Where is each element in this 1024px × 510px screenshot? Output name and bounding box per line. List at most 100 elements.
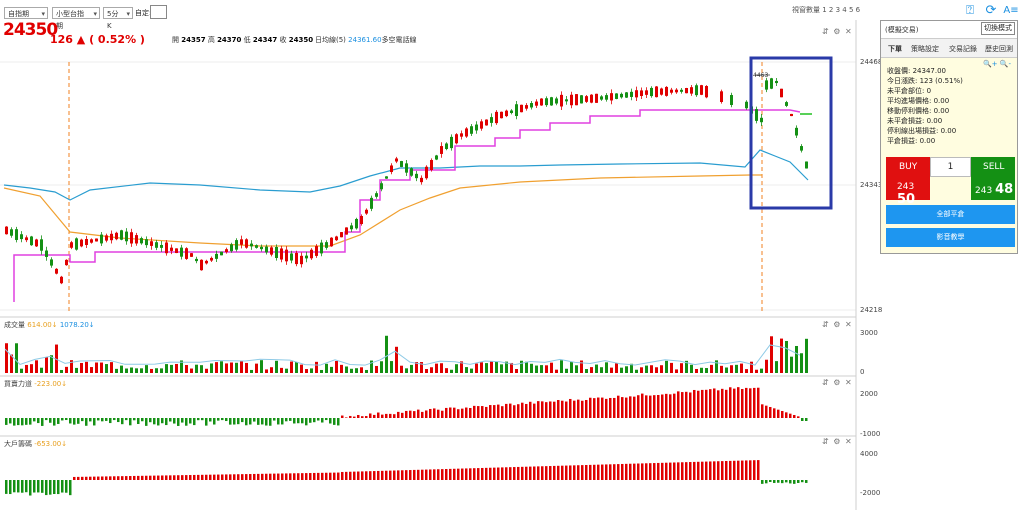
big-player-bar: [417, 469, 420, 480]
big-player-bar: [349, 471, 352, 480]
big-player-bar: [625, 463, 628, 480]
contract-select[interactable]: 自指期: [4, 7, 48, 20]
volume-bar: [420, 362, 423, 373]
big-player-bar: [5, 480, 8, 494]
custom-input[interactable]: [150, 5, 167, 19]
big-player-bar: [173, 475, 176, 480]
power-bar: [761, 404, 764, 418]
sell-price: 243 48: [975, 182, 1013, 197]
candle-body: [620, 93, 623, 98]
power-panel-controls[interactable]: ⇵ ⚙ ✕: [822, 378, 853, 387]
refresh-icon[interactable]: ⟳: [985, 3, 997, 18]
big-player-bar: [185, 475, 188, 480]
volume-bar: [465, 367, 468, 373]
big-player-bar: [725, 461, 728, 480]
power-bar: [137, 418, 140, 425]
candle-body: [550, 97, 553, 106]
big-player-bar: [485, 467, 488, 480]
chart-area[interactable]: 4463: [0, 20, 878, 510]
quantity-input[interactable]: 1: [930, 157, 971, 177]
main-panel-controls[interactable]: ⇵ ⚙ ✕: [822, 27, 853, 36]
volume-bar: [440, 363, 443, 373]
video-tutorial-button[interactable]: 影音教學: [886, 228, 1015, 247]
power-bar: [337, 418, 340, 426]
volume-panel-controls[interactable]: ⇵ ⚙ ✕: [822, 320, 853, 329]
candle-body: [355, 218, 358, 229]
switch-mode-button[interactable]: 切換模式: [981, 22, 1015, 35]
volume-bar: [10, 354, 13, 373]
big-panel-controls[interactable]: ⇵ ⚙ ✕: [822, 437, 853, 446]
volume-bar: [500, 364, 503, 373]
big-player-bar: [517, 466, 520, 480]
candle-body: [235, 240, 238, 250]
big-player-bar: [65, 480, 68, 493]
power-bar: [797, 416, 800, 418]
big-player-bar: [545, 466, 548, 480]
big-player-bar: [289, 473, 292, 480]
candle-body: [720, 91, 723, 103]
big-player-bar: [481, 467, 484, 480]
candle-body: [615, 93, 618, 99]
volume-bar: [225, 363, 228, 373]
power-bar: [705, 389, 708, 418]
power-bar: [393, 414, 396, 418]
volume-bar: [250, 369, 253, 373]
sell-button[interactable]: SELL 243 48: [971, 157, 1015, 200]
font-size-icon[interactable]: A≡: [1003, 5, 1019, 16]
big-player-bar: [385, 470, 388, 480]
tab-records[interactable]: 交易記錄: [949, 45, 977, 53]
volume-bar: [675, 369, 678, 373]
big-player-bar: [213, 474, 216, 480]
big-player-bar: [129, 476, 132, 480]
volume-bars: [5, 335, 808, 373]
power-axis-bottom: -1000: [860, 430, 881, 438]
volume-bar: [355, 368, 358, 373]
zoom-controls[interactable]: 🔍+ 🔍-: [982, 60, 1011, 68]
period-select[interactable]: 5分K: [103, 7, 133, 30]
candle-body: [145, 239, 148, 246]
candle-body: [245, 239, 248, 248]
power-bar: [321, 418, 324, 423]
candle-body: [480, 121, 483, 129]
power-bar: [621, 397, 624, 418]
big-player-bar: [329, 472, 332, 480]
candle-body: [455, 134, 458, 144]
power-bar: [49, 418, 52, 423]
tab-backtest[interactable]: 歷史回測: [985, 45, 1013, 53]
power-bar: [781, 411, 784, 418]
power-bar: [433, 408, 436, 418]
tab-order[interactable]: 下單: [888, 45, 902, 53]
power-bar: [637, 395, 640, 418]
power-bar: [557, 400, 560, 418]
buy-button[interactable]: BUY 243 50: [886, 157, 930, 207]
tab-strategy[interactable]: 策略設定: [911, 45, 939, 53]
big-player-bar: [357, 471, 360, 480]
candle-body: [475, 124, 478, 131]
product-select[interactable]: 小型台指期: [52, 7, 100, 30]
big-player-bar: [701, 461, 704, 480]
volume-bar: [5, 343, 8, 373]
big-player-bar: [709, 461, 712, 480]
power-bar: [293, 418, 296, 424]
close-value: 24350: [288, 36, 314, 44]
power-bar: [177, 418, 180, 426]
big-player-bar: [253, 473, 256, 480]
big-player-bar: [41, 480, 44, 493]
big-player-bar: [781, 480, 784, 484]
candle-body: [785, 102, 788, 106]
power-bar: [617, 395, 620, 418]
volume-bar: [125, 368, 128, 373]
help-icon[interactable]: ⍰: [966, 3, 974, 18]
volume-bar: [650, 365, 653, 373]
volume-bar: [665, 360, 668, 373]
power-bar: [165, 418, 168, 426]
power-bar: [445, 407, 448, 418]
volume-bar: [205, 368, 208, 373]
candle-body: [595, 93, 598, 103]
window-count[interactable]: 視窗數量 1 2 3 4 5 6: [792, 6, 861, 14]
power-bar: [473, 405, 476, 418]
big-player-bar: [69, 480, 72, 496]
big-player-bar: [221, 474, 224, 480]
close-all-button[interactable]: 全部平倉: [886, 205, 1015, 224]
big-player-bar: [73, 476, 76, 480]
